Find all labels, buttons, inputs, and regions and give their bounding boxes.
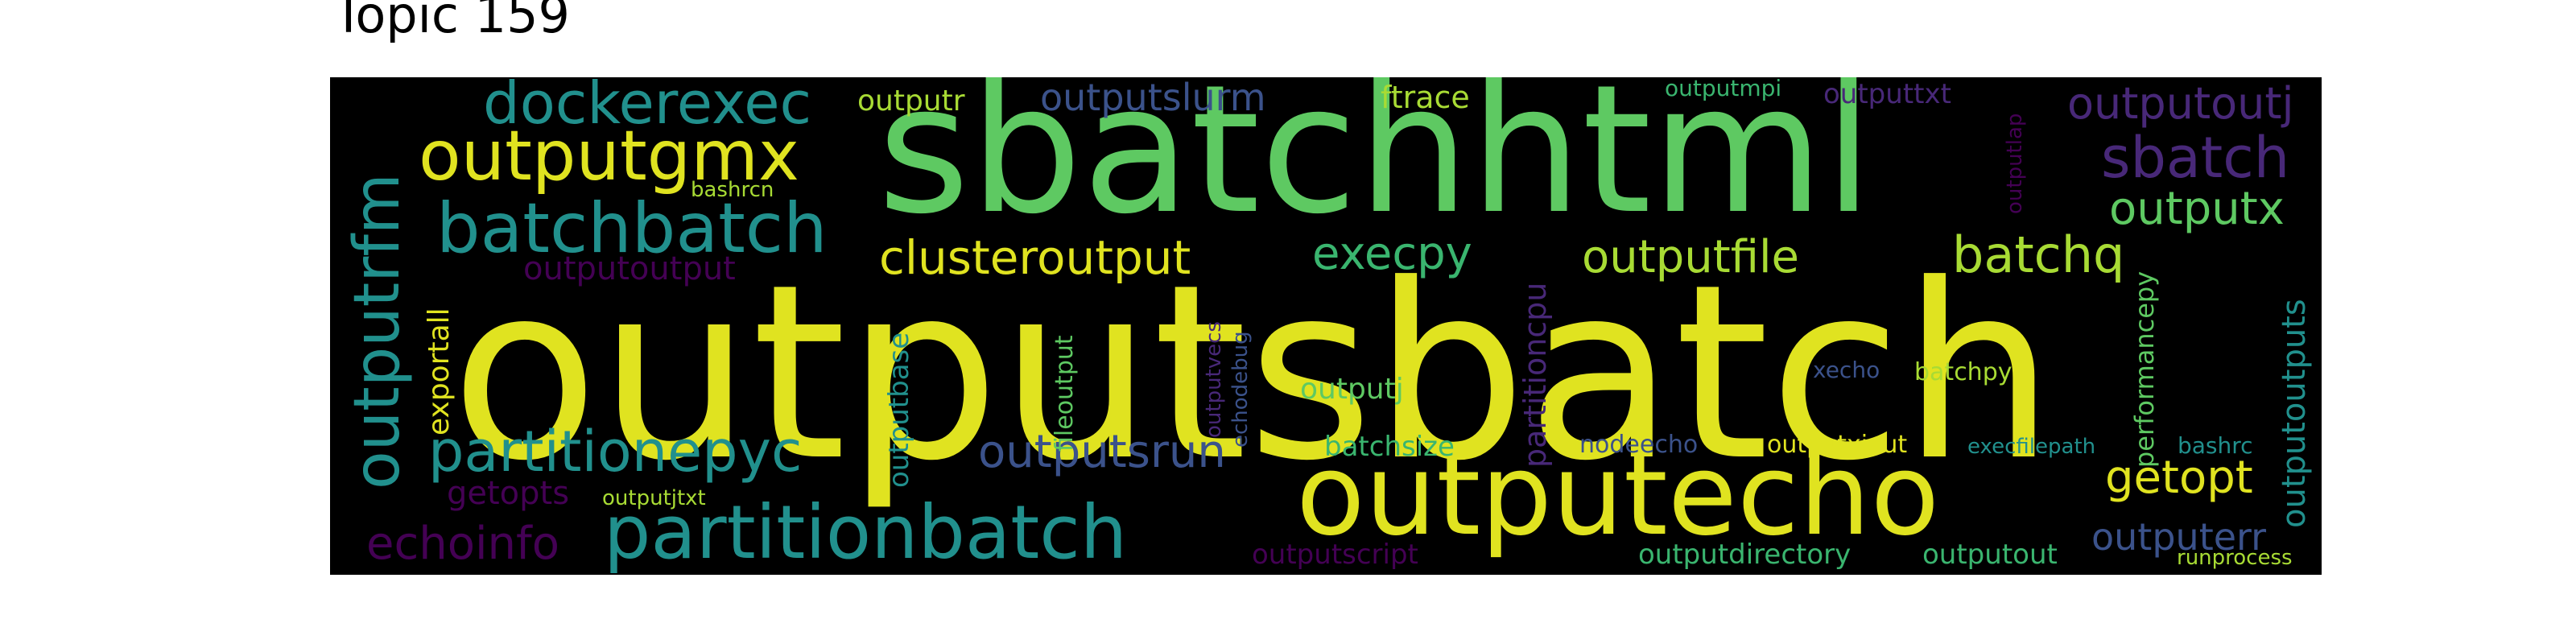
word-execfilepath: execfilepath	[1967, 435, 2096, 459]
word-partitionepyc: partitionepyc	[428, 419, 803, 485]
word-outputlap: outputlap	[2003, 113, 2027, 214]
word-xecho: xecho	[1813, 357, 1880, 383]
word-sbatch: sbatch	[2101, 125, 2290, 191]
word-outputfile: outputfile	[1582, 231, 1799, 283]
word-outputtxt: outputtxt	[1823, 78, 1951, 110]
figure-title: Topic 159	[333, 0, 570, 44]
word-outputgmx: outputgmx	[419, 116, 799, 196]
word-batchpy: batchpy	[1914, 358, 2013, 386]
word-runprocess: runprocess	[2177, 546, 2293, 570]
word-batchsize: batchsize	[1324, 431, 1455, 463]
word-bashrcn: bashrcn	[691, 178, 774, 202]
word-bashrc: bashrc	[2178, 432, 2253, 459]
word-outputj: outputj	[1300, 373, 1404, 406]
word-outputmpi: outputmpi	[1665, 77, 1782, 101]
word-outputjtxt: outputjtxt	[602, 486, 706, 510]
word-outputrfm: outputrfm	[341, 173, 414, 489]
word-batchbatch: batchbatch	[436, 188, 828, 269]
word-partitionbatch: partitionbatch	[604, 489, 1128, 575]
word-outputout: outputout	[1922, 539, 2058, 571]
word-dockerexec: dockerexec	[483, 77, 812, 137]
word-outputecho: outputecho	[1296, 430, 1940, 561]
word-clusteroutput: clusteroutput	[879, 230, 1191, 285]
word-outputsbatch: outputsbatch	[451, 233, 2055, 514]
word-echoinfo: echoinfo	[366, 518, 560, 570]
word-batchq: batchq	[1952, 225, 2125, 284]
word-cloud: outputsbatch sbatchhtml outputecho parti…	[330, 77, 2322, 575]
word-fileoutput: fileoutput	[1051, 335, 1079, 452]
word-outputvecs: outputvecs	[1202, 321, 1226, 438]
word-outputslurm: outputslurm	[1040, 77, 1266, 119]
word-ftrace: ftrace	[1381, 80, 1470, 115]
word-execpy: execpy	[1312, 228, 1472, 280]
word-outputdirectory: outputdirectory	[1638, 539, 1852, 571]
word-exportall: exportall	[423, 308, 456, 436]
word-outputoutj: outputoutj	[2067, 78, 2294, 129]
word-outputr: outputr	[857, 85, 965, 118]
word-outputbase: outputbase	[883, 332, 915, 488]
word-outputoutputs: outputoutputs	[2276, 299, 2313, 528]
word-outputsrun: outputsrun	[978, 426, 1226, 478]
word-sbatchhtml: sbatchhtml	[877, 77, 1873, 253]
word-getopt: getopt	[2105, 452, 2253, 504]
word-outputerr: outputerr	[2091, 515, 2267, 559]
word-outputx: outputx	[2109, 183, 2285, 235]
word-nodeecho: nodeecho	[1579, 431, 1699, 459]
word-echodebug: echodebug	[1228, 331, 1253, 448]
word-getopts: getopts	[447, 475, 570, 512]
word-outputoutput: outputoutput	[523, 250, 736, 287]
word-performancepy: performancepy	[2129, 270, 2160, 468]
word-outputxjout: outputxjout	[1767, 431, 1908, 459]
word-partitioncpu: partitioncpu	[1517, 282, 1553, 468]
word-outputscript: outputscript	[1252, 539, 1418, 571]
